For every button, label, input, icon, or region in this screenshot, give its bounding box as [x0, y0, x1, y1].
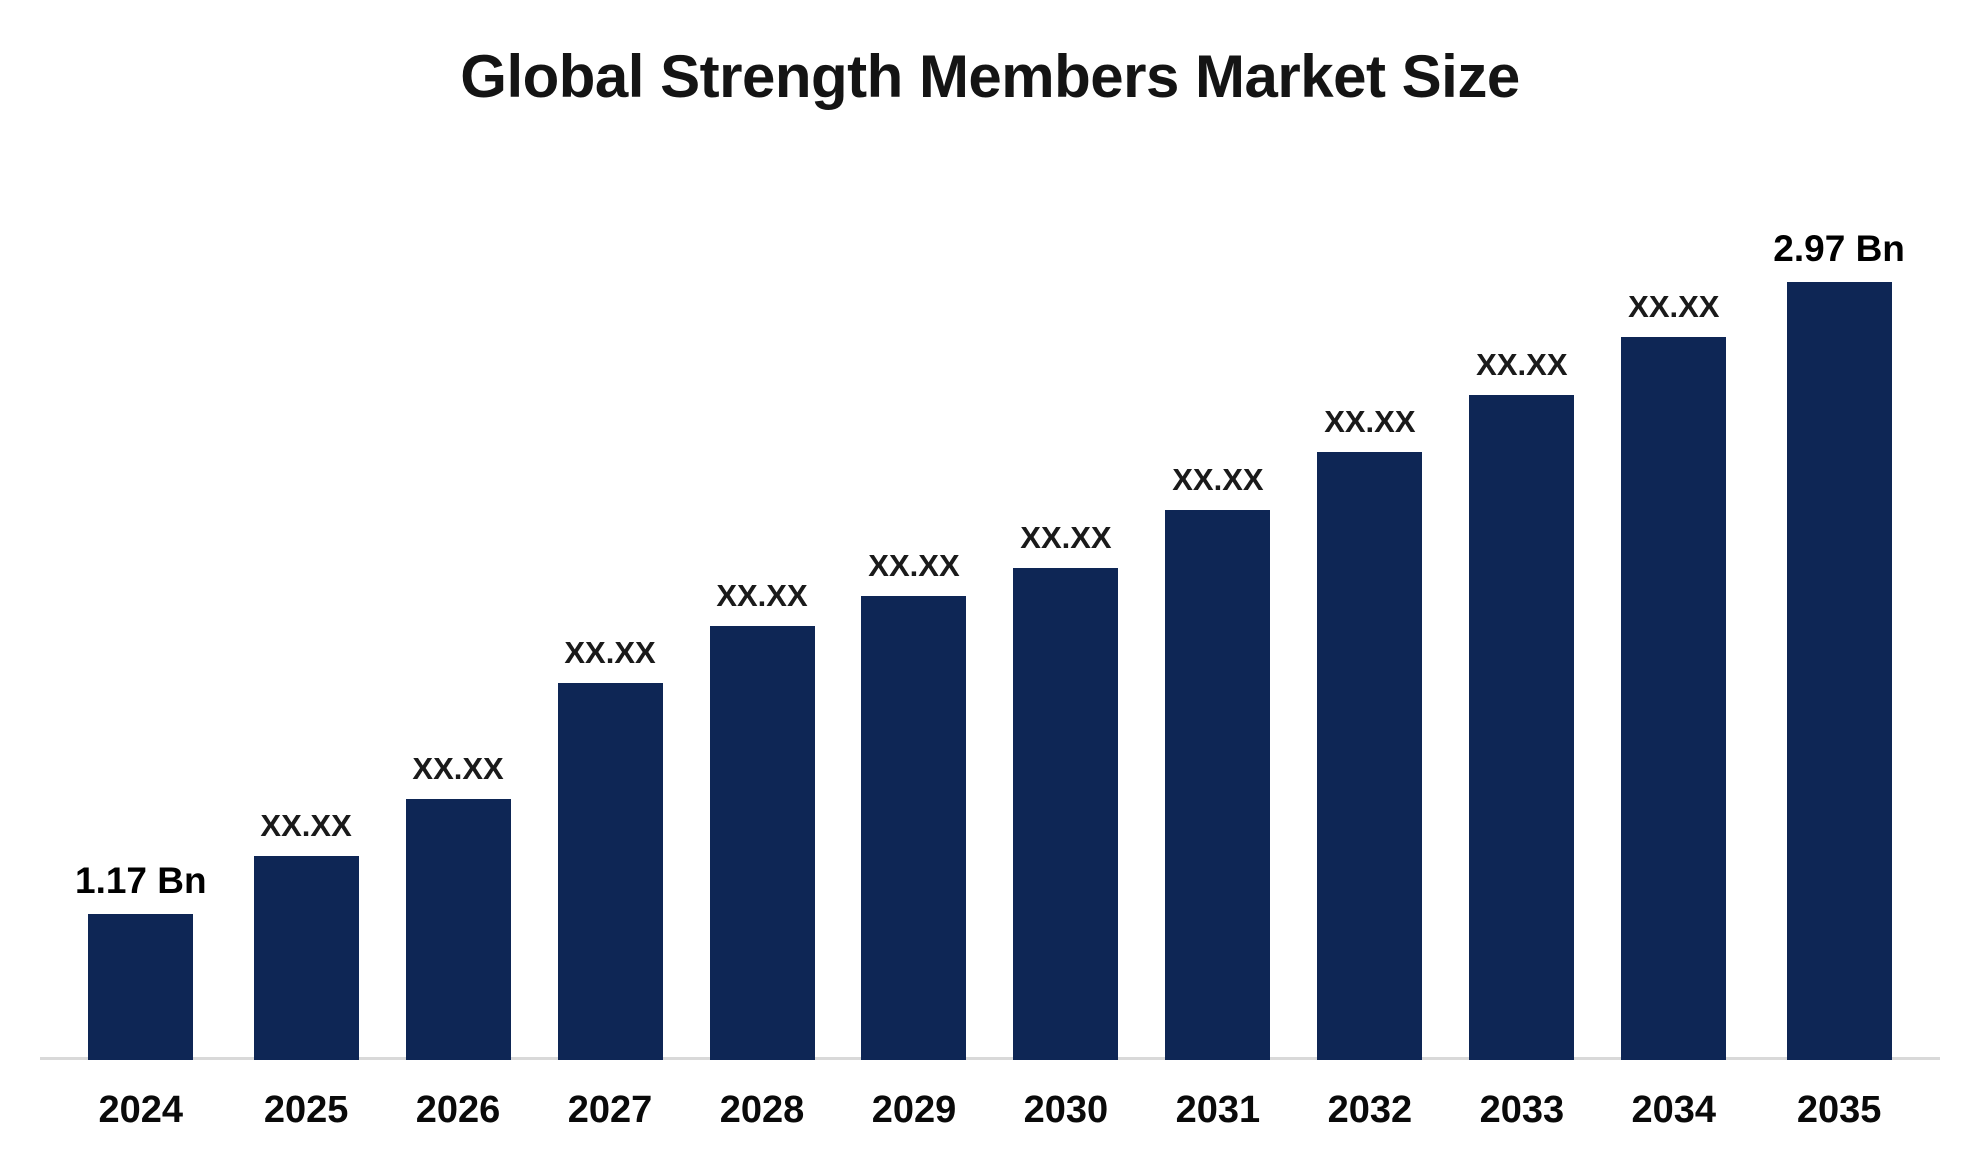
bar-value-label: XX.XX: [716, 578, 808, 613]
x-axis-tick-label: 2033: [1479, 1089, 1565, 1131]
x-axis-tick-label: 2024: [98, 1089, 184, 1131]
x-axis-tick-label: 2027: [567, 1089, 653, 1131]
bar-value-label: XX.XX: [564, 635, 656, 670]
bar: [1013, 568, 1119, 1060]
chart-title: Global Strength Members Market Size: [460, 43, 1520, 110]
bar: [1165, 510, 1271, 1060]
x-axis-tick-label: 2032: [1327, 1089, 1413, 1131]
bar-group: XX.XX 2025: [253, 808, 359, 1155]
x-axis-tick-label: 2035: [1796, 1089, 1882, 1131]
bar-group: 2.97 Bn 2035: [1773, 228, 1905, 1155]
bar-group: XX.XX 2034: [1621, 289, 1727, 1155]
bar-value-label: XX.XX: [1020, 520, 1112, 555]
bar-group: XX.XX 2026: [405, 751, 511, 1155]
bar-value-label: XX.XX: [260, 808, 352, 843]
bar-group: XX.XX 2031: [1165, 462, 1271, 1155]
x-axis-line: [40, 1057, 1940, 1060]
bar-group: XX.XX 2027: [557, 635, 663, 1155]
x-axis-tick-label: 2026: [415, 1089, 501, 1131]
bar-group: XX.XX 2029: [861, 548, 967, 1155]
x-axis-tick-label: 2028: [719, 1089, 805, 1131]
bar-value-label: XX.XX: [1628, 289, 1720, 324]
bar-value-label: 1.17 Bn: [75, 860, 207, 901]
x-axis-tick-label: 2030: [1023, 1089, 1109, 1131]
bar-value-label: 2.97 Bn: [1773, 228, 1905, 269]
bar-group: XX.XX 2030: [1013, 520, 1119, 1155]
bar: [1621, 337, 1727, 1060]
bar: [861, 596, 967, 1060]
bar: [253, 856, 359, 1060]
chart-body: 1.17 Bn 2024 XX.XX 2025 XX.XX 2026 XX.XX 2027 XX…: [40, 228, 1940, 1155]
bar-value-label: XX.XX: [1172, 462, 1264, 497]
bar-value-label: XX.XX: [1324, 404, 1416, 439]
bar: [1469, 395, 1575, 1060]
x-axis-tick-label: 2029: [871, 1089, 957, 1131]
bar-group: 1.17 Bn 2024: [75, 860, 207, 1155]
bar-value-label: XX.XX: [412, 751, 504, 786]
bar-value-label: XX.XX: [868, 548, 960, 583]
bar: [1317, 452, 1423, 1060]
bar: [88, 914, 194, 1060]
x-axis-tick-label: 2034: [1631, 1089, 1717, 1131]
bar-group: XX.XX 2032: [1317, 404, 1423, 1155]
bar: [405, 799, 511, 1060]
bar: [709, 626, 815, 1060]
bar-group: XX.XX 2028: [709, 578, 815, 1155]
bar-group: XX.XX 2033: [1469, 347, 1575, 1155]
bar: [557, 683, 663, 1060]
x-axis-tick-label: 2025: [263, 1089, 349, 1131]
bar-value-label: XX.XX: [1476, 347, 1568, 382]
bar: [1786, 282, 1892, 1060]
x-axis-tick-label: 2031: [1175, 1089, 1261, 1131]
